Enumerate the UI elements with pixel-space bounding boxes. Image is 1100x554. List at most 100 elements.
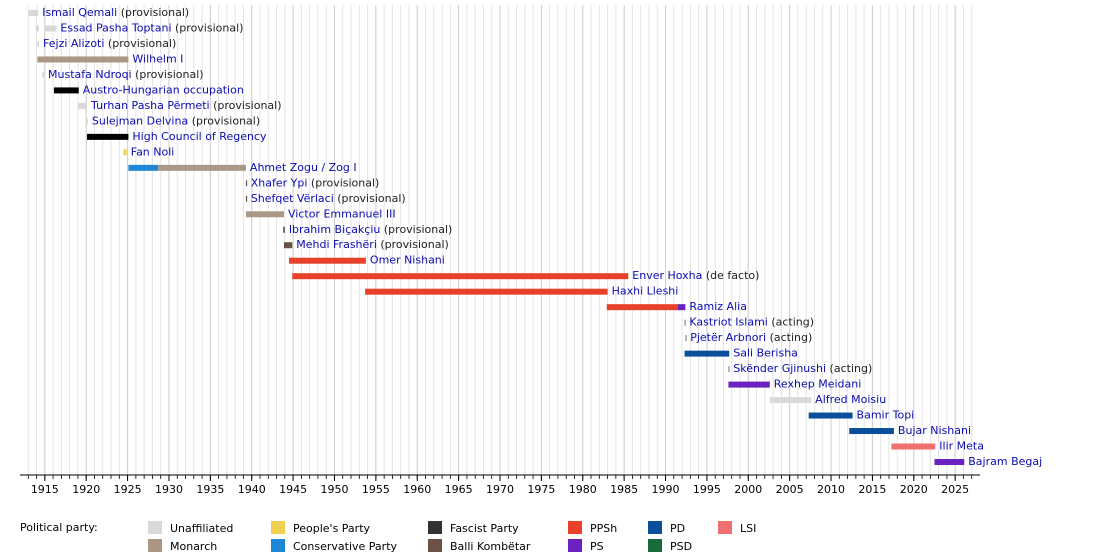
row-label: Enver Hoxha (de facto): [632, 269, 759, 282]
row-label: Haxhi Lleshi: [612, 285, 679, 298]
row-label: Fejzi Alizoti (provisional): [43, 37, 176, 50]
legend-swatch: [428, 521, 442, 534]
tenure-bar: [128, 164, 159, 171]
row-label: Austro-Hungarian occupation: [83, 83, 244, 96]
x-tick-label: 2020: [900, 483, 928, 496]
x-tick-label: 1980: [569, 483, 597, 496]
tenure-bar: [35, 25, 40, 32]
row-label: Shefqet Vërlaci (provisional): [251, 192, 406, 205]
person-note: (provisional): [384, 223, 452, 236]
tenure-bar: [42, 71, 44, 78]
legend-label: Conservative Party: [293, 540, 398, 553]
row-label: Omer Nishani: [370, 254, 445, 267]
tenure-bar: [685, 335, 687, 342]
legend-label: Monarch: [170, 540, 217, 553]
legend-swatch: [568, 521, 582, 534]
tenure-bar: [284, 242, 293, 249]
person-name: Bujar Nishani: [898, 424, 971, 437]
tenure-bar: [849, 428, 894, 435]
person-name: Turhan Pasha Përmeti: [90, 99, 210, 112]
row-label: Bujar Nishani: [898, 424, 971, 437]
person-name: Ibrahim Biçakçiu: [289, 223, 381, 236]
legend-label: PSD: [670, 540, 692, 553]
x-tick-label: 1930: [155, 483, 183, 496]
x-tick-label: 2005: [776, 483, 804, 496]
x-tick-label: 1940: [238, 483, 266, 496]
row-label: Victor Emmanuel III: [288, 207, 396, 220]
legend-swatch: [648, 539, 662, 552]
person-note: (provisional): [213, 99, 281, 112]
tenure-bar: [769, 397, 812, 404]
legend-label: Unaffiliated: [170, 522, 233, 535]
person-name: Austro-Hungarian occupation: [83, 83, 244, 96]
x-tick-label: 2015: [858, 483, 886, 496]
person-name: Victor Emmanuel III: [288, 207, 396, 220]
legend-swatch: [271, 539, 285, 552]
tenure-bar: [677, 304, 686, 311]
row-label: Rexhep Meidani: [774, 378, 862, 391]
person-name: Enver Hoxha: [632, 269, 702, 282]
legend-label: LSI: [740, 522, 756, 535]
row-label: Ilir Meta: [939, 440, 984, 453]
legend-label: Balli Kombëtar: [450, 540, 531, 553]
tenure-bar: [288, 257, 366, 264]
tenure-bar: [44, 25, 57, 32]
legend-swatch: [718, 521, 732, 534]
tenure-bar: [365, 288, 608, 295]
tenure-bar: [77, 102, 88, 109]
person-note: (provisional): [311, 176, 379, 189]
row-label: Wilhelm I: [132, 52, 183, 65]
person-name: Ramiz Alia: [689, 300, 747, 313]
legend-label: Fascist Party: [450, 522, 519, 535]
person-name: Ismail Qemali: [42, 6, 117, 19]
person-note: (acting): [830, 362, 873, 375]
x-tick-label: 1925: [114, 483, 142, 496]
tenure-bar: [37, 56, 129, 63]
row-label: Ibrahim Biçakçiu (provisional): [289, 223, 453, 236]
tenure-bar: [728, 381, 770, 388]
row-label: Ramiz Alia: [689, 300, 747, 313]
legend-swatch: [271, 521, 285, 534]
tenure-bar: [808, 412, 853, 419]
tenure-bar: [245, 211, 284, 218]
tenure-bar: [934, 459, 965, 465]
person-note: (acting): [771, 316, 814, 329]
person-note: (provisional): [175, 21, 243, 34]
person-name: Fejzi Alizoti: [43, 37, 104, 50]
row-label: Alfred Moisiu: [815, 393, 886, 406]
tenure-bar: [684, 350, 730, 357]
person-name: Mehdi Frashëri: [296, 238, 377, 251]
x-tick-label: 1995: [693, 483, 721, 496]
person-name: Bamir Topi: [857, 409, 915, 422]
tenure-bar: [606, 304, 678, 311]
x-tick-label: 2010: [817, 483, 845, 496]
person-name: Kastriot Islami: [689, 316, 767, 329]
row-label: Ismail Qemali (provisional): [42, 6, 189, 19]
row-label: Mustafa Ndroqi (provisional): [48, 68, 204, 81]
row-label: Xhafer Ypi (provisional): [251, 176, 380, 189]
tenure-bar: [37, 40, 40, 47]
legend-swatch: [148, 539, 162, 552]
x-tick-label: 1960: [403, 483, 431, 496]
tenure-bar: [158, 164, 246, 171]
row-label: Bajram Begaj: [968, 455, 1042, 468]
x-tick-label: 1985: [610, 483, 638, 496]
legend-title: Political party:: [20, 521, 98, 534]
row-label: Kastriot Islami (acting): [689, 316, 814, 329]
person-name: Shefqet Vërlaci: [251, 192, 334, 205]
tenure-bar: [292, 273, 629, 280]
legend-swatch: [428, 539, 442, 552]
row-label: Fan Noli: [131, 145, 175, 158]
x-tick-label: 2025: [941, 483, 969, 496]
person-name: Pjetër Arbnori: [690, 331, 766, 344]
person-name: Skënder Gjinushi: [733, 362, 826, 375]
legend-label: PD: [670, 522, 685, 535]
x-tick-label: 1950: [320, 483, 348, 496]
row-label: Sulejman Delvina (provisional): [92, 114, 260, 127]
row-label: Essad Pasha Toptani (provisional): [60, 21, 243, 34]
legend-label: PS: [590, 540, 604, 553]
person-note: (provisional): [108, 37, 176, 50]
row-label: Turhan Pasha Përmeti (provisional): [90, 99, 281, 112]
legend-label: PPSh: [590, 522, 617, 535]
